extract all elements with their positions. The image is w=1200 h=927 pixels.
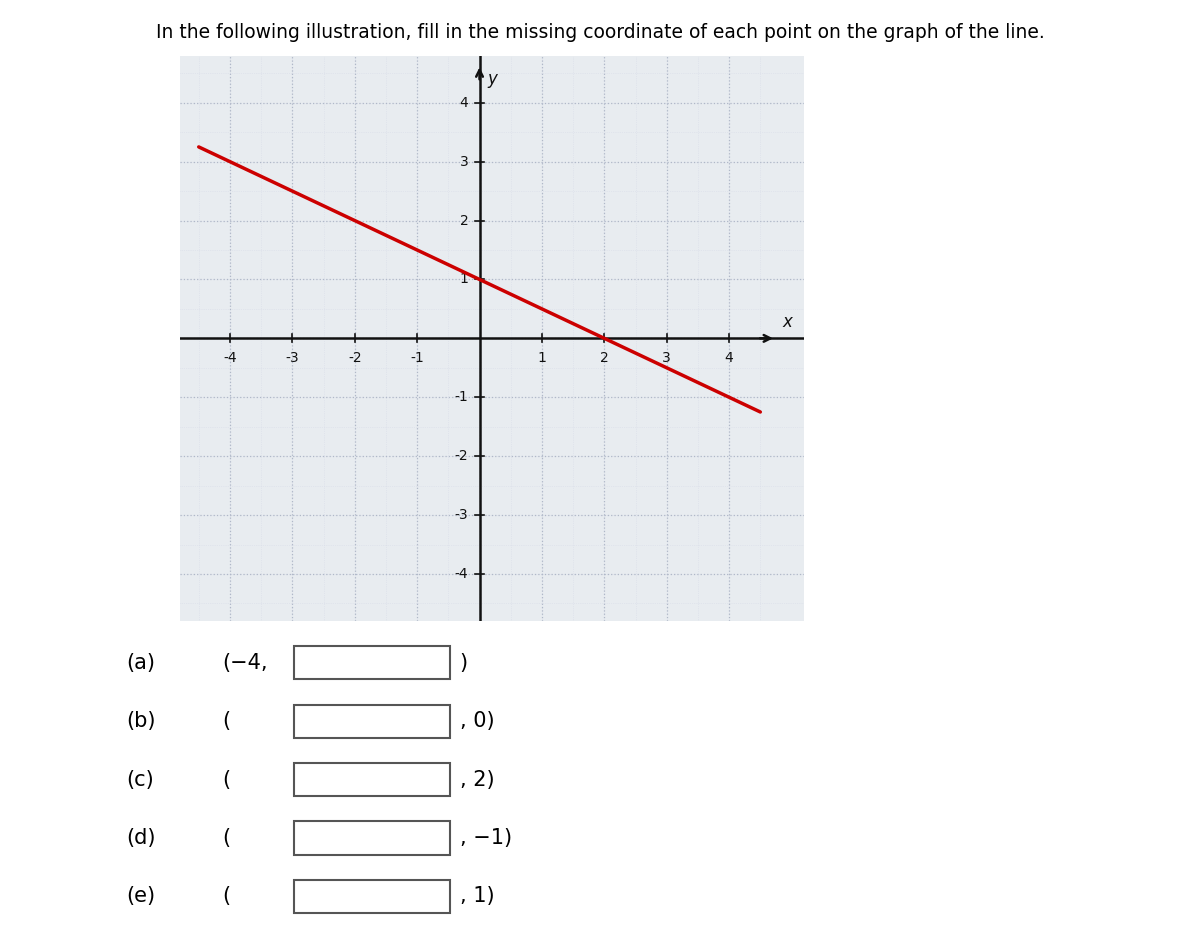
Text: (: ( (222, 711, 230, 731)
Text: 4: 4 (460, 95, 468, 109)
Text: (: ( (222, 828, 230, 848)
Text: 3: 3 (662, 351, 671, 365)
Text: x: x (782, 313, 792, 331)
Text: , −1): , −1) (460, 828, 511, 848)
Text: -3: -3 (286, 351, 299, 365)
Text: 1: 1 (460, 273, 468, 286)
Text: -1: -1 (410, 351, 424, 365)
Text: (−4,: (−4, (222, 653, 268, 673)
Text: , 2): , 2) (460, 769, 494, 790)
Text: (: ( (222, 769, 230, 790)
Text: (d): (d) (126, 828, 156, 848)
Text: -2: -2 (348, 351, 361, 365)
Text: 2: 2 (600, 351, 608, 365)
Text: ): ) (460, 653, 468, 673)
Text: , 1): , 1) (460, 886, 494, 907)
Text: -4: -4 (455, 567, 468, 581)
Text: 3: 3 (460, 155, 468, 169)
Text: 1: 1 (538, 351, 546, 365)
Text: In the following illustration, fill in the missing coordinate of each point on t: In the following illustration, fill in t… (156, 23, 1044, 42)
Text: (b): (b) (126, 711, 156, 731)
Text: , 0): , 0) (460, 711, 494, 731)
Text: -2: -2 (455, 450, 468, 464)
Text: (: ( (222, 886, 230, 907)
Text: 2: 2 (460, 213, 468, 227)
Text: (e): (e) (126, 886, 155, 907)
Text: -3: -3 (455, 508, 468, 522)
Text: 4: 4 (725, 351, 733, 365)
Text: -4: -4 (223, 351, 236, 365)
Text: -1: -1 (455, 390, 468, 404)
Text: y: y (487, 70, 497, 88)
Text: (a): (a) (126, 653, 155, 673)
Text: (c): (c) (126, 769, 154, 790)
